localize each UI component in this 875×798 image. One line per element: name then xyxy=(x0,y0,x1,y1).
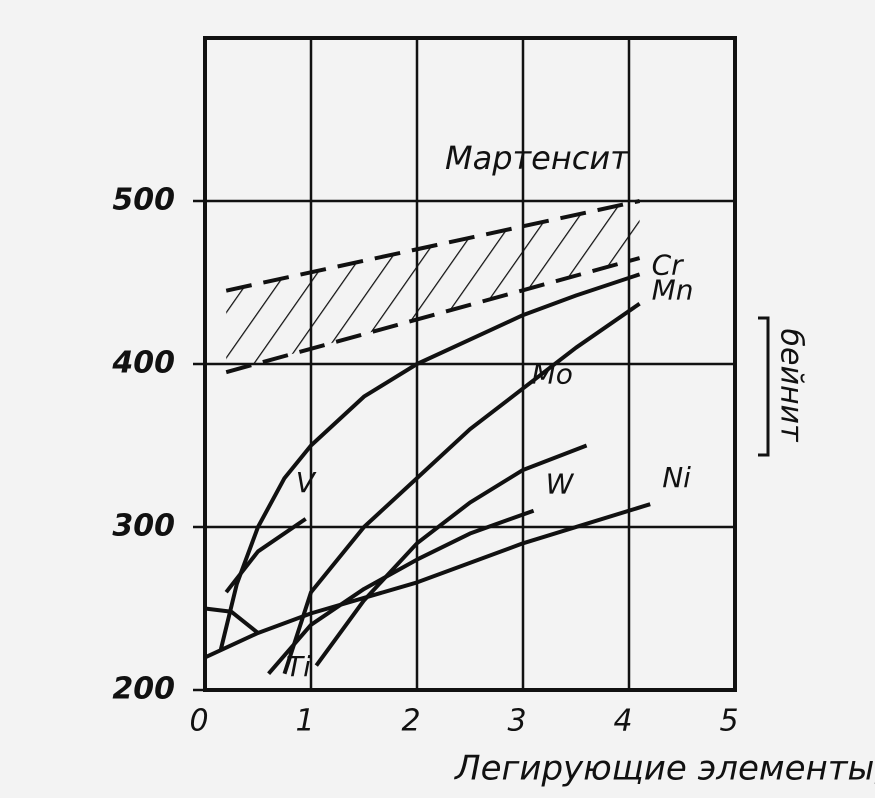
y-tick-label: 200 xyxy=(112,672,175,707)
data-line xyxy=(282,302,641,675)
hatched-band xyxy=(226,201,640,373)
x-tick-label: 3 xyxy=(507,704,526,739)
x-tick-label: 2 xyxy=(401,704,420,739)
band-boundary xyxy=(225,199,641,293)
annotation: бейнит xyxy=(774,328,809,443)
x-tick-label: 1 xyxy=(295,704,314,739)
series-label: Ni xyxy=(662,461,691,494)
series-label: Cr xyxy=(652,248,685,281)
series-label: Mn xyxy=(652,274,694,307)
data-line xyxy=(267,508,535,676)
plot-frame xyxy=(203,36,737,692)
series-label: W xyxy=(546,468,575,501)
x-tick-label: 4 xyxy=(613,704,632,739)
series-label: Ti xyxy=(286,650,311,683)
data-line xyxy=(224,517,307,594)
series-label: V xyxy=(296,466,317,499)
band-boundary xyxy=(225,256,641,375)
data-line xyxy=(204,502,651,660)
y-tick-label: 300 xyxy=(112,509,175,544)
annotation: Мартенсит xyxy=(445,139,630,177)
y-tick-label: 500 xyxy=(112,183,175,218)
x-tick-label: 5 xyxy=(719,704,738,739)
x-axis-label: Легирующие элементы, % xyxy=(453,749,875,789)
data-line xyxy=(218,272,641,650)
series-label: Mo xyxy=(532,358,573,391)
bracket xyxy=(758,316,770,457)
data-line xyxy=(204,606,260,635)
x-tick-label: 0 xyxy=(189,704,208,739)
y-tick-label: 400 xyxy=(111,346,175,381)
data-line xyxy=(314,443,588,667)
